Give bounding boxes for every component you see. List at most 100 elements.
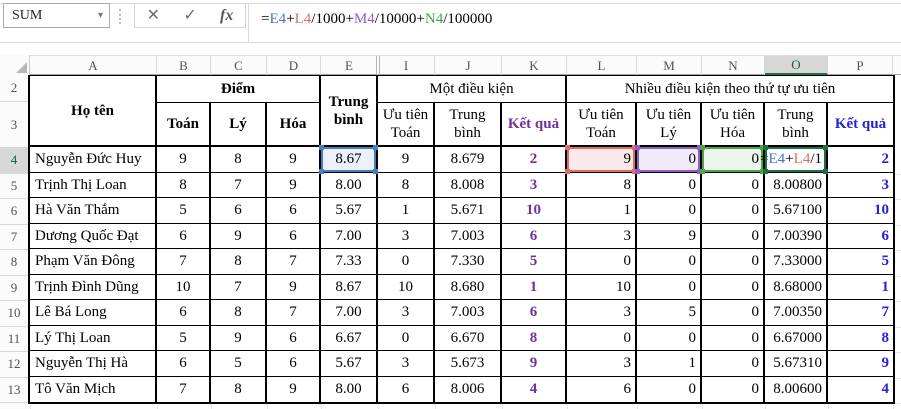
cell-M10[interactable]: 5 [637,300,702,326]
cell-P7[interactable]: 6 [828,224,893,249]
cell-D7[interactable]: 6 [267,223,321,249]
cell-M4[interactable]: 0 [635,145,702,174]
col-header-M[interactable]: M [637,56,702,75]
header-diem[interactable]: Điểm [157,76,321,103]
cell-C9[interactable]: 7 [211,274,267,300]
col-header-J[interactable]: J [435,56,502,75]
cell-N6[interactable]: 0 [702,198,765,224]
row-header-14-partial[interactable]: 14 [0,404,29,409]
cell-O6[interactable]: 5.67100 [765,198,828,224]
cell-O12[interactable]: 5.67310 [765,351,828,377]
header-trung-binh-1[interactable]: Trung bình [435,103,502,147]
cell-O13[interactable]: 8.00600 [765,376,828,402]
cell-L4[interactable]: 9 [565,145,637,174]
cell-C5[interactable]: 7 [211,172,267,198]
cell-J10[interactable]: 7.003 [435,300,502,326]
enter-check-icon[interactable]: ✓ [183,6,197,24]
insert-function-icon[interactable]: fx [220,6,234,24]
cell-M6[interactable]: 0 [637,198,702,224]
cell-L12[interactable]: 3 [567,351,637,377]
cell-I5[interactable]: 8 [378,172,435,198]
col-header-L[interactable]: L [567,56,637,75]
cell-P13[interactable]: 4 [881,381,890,398]
cell-L10[interactable]: 3 [567,300,637,326]
cancel-icon[interactable]: ✕ [146,6,161,24]
cell-I7[interactable]: 3 [378,223,435,249]
col-header-K[interactable]: K [502,56,567,75]
cell-J7[interactable]: 7.003 [435,223,502,249]
header-uu-tien-hoa[interactable]: Ưu tiên Hóa [702,103,765,147]
cell-K8[interactable]: 5 [502,249,567,275]
cell-J11[interactable]: 6.670 [435,325,502,351]
cell-P8[interactable]: 5 [828,249,893,275]
cell-D8[interactable]: 7 [267,249,321,275]
cell-P11[interactable]: 8 [828,326,893,351]
cell-E9[interactable]: 8.67 [321,274,378,300]
cell-D5[interactable]: 9 [267,172,321,198]
cell-J9[interactable]: 8.680 [435,274,502,300]
row-header-4[interactable]: 4 [0,148,30,174]
header-uu-tien-ly[interactable]: Ưu tiên Lý [637,103,702,147]
cell-J4[interactable]: 8.679 [435,147,502,173]
cell-A10[interactable]: Lê Bá Long [30,300,157,326]
cell-K9[interactable]: 1 [502,274,567,300]
cell-P4[interactable]: 2 [828,147,893,173]
cell-O7[interactable]: 7.00390 [765,223,828,249]
col-header-P[interactable]: P [828,56,893,75]
cell-P5[interactable]: 3 [828,173,893,198]
cell-J12[interactable]: 5.673 [435,351,502,377]
cell-J5[interactable]: 8.008 [435,172,502,198]
cell-L5[interactable]: 8 [567,172,637,198]
cell-N12[interactable]: 0 [702,351,765,377]
cell-D9[interactable]: 9 [267,274,321,300]
cell-O4[interactable]: = E4 + L4/1 [760,145,828,174]
cell-N10[interactable]: 0 [702,300,765,326]
cell-K7[interactable]: 6 [502,223,567,249]
cell-M9[interactable]: 0 [637,274,702,300]
cell-C8[interactable]: 8 [211,249,267,275]
cell-P9[interactable]: 1 [828,275,893,300]
cell-A7[interactable]: Dương Quốc Đạt [30,223,157,249]
cell-J13[interactable]: 8.006 [435,376,502,402]
cell-E10[interactable]: 7.00 [321,300,378,326]
cell-L8[interactable]: 0 [567,249,637,275]
cell-A13[interactable]: Tô Văn Mịch [30,376,157,402]
col-header-I[interactable]: I [378,56,435,75]
cell-A11[interactable]: Lý Thị Loan [30,325,157,351]
cell-B10[interactable]: 6 [157,300,211,326]
row-header-7[interactable]: 7 [0,224,29,250]
row-header-9[interactable]: 9 [0,275,29,301]
col-header-C[interactable]: C [211,56,267,75]
cell-M11[interactable]: 0 [637,325,702,351]
cell-K13[interactable]: 4 [502,376,567,402]
cell-K10[interactable]: 6 [502,300,567,326]
cell-L9[interactable]: 10 [567,274,637,300]
cell-N8[interactable]: 0 [702,249,765,275]
cell-B7[interactable]: 6 [157,223,211,249]
cell-L13[interactable]: 6 [567,376,637,402]
name-box-dropdown-icon[interactable]: ▾ [97,10,103,21]
cell-O9[interactable]: 8.68000 [765,274,828,300]
cell-I11[interactable]: 0 [378,325,435,351]
header-mot-dieu-kien[interactable]: Một điều kiện [378,76,567,103]
cell-I9[interactable]: 10 [378,274,435,300]
cell-M5[interactable]: 0 [637,172,702,198]
cell-C6[interactable]: 6 [211,198,267,224]
cell-B13[interactable]: 7 [157,376,211,402]
cell-D6[interactable]: 6 [267,198,321,224]
row-header-12[interactable]: 12 [0,352,29,378]
row-header-11[interactable]: 11 [0,326,29,352]
col-header-N[interactable]: N [702,56,765,75]
row-header-2[interactable]: 2 [0,75,29,102]
cell-A6[interactable]: Hà Văn Thắm [30,198,157,224]
cell-E4[interactable]: 8.67 [319,145,378,174]
cell-P12[interactable]: 9 [828,351,893,377]
header-ho-ten[interactable]: Họ tên [30,76,157,147]
cell-D13[interactable]: 9 [267,376,321,402]
cell-P6[interactable]: 10 [828,198,893,224]
cell-I10[interactable]: 3 [378,300,435,326]
cell-P10[interactable]: 7 [828,300,893,326]
cell-O11[interactable]: 6.67000 [765,325,828,351]
row-header-5[interactable]: 5 [0,173,29,199]
cell-D11[interactable]: 6 [267,325,321,351]
